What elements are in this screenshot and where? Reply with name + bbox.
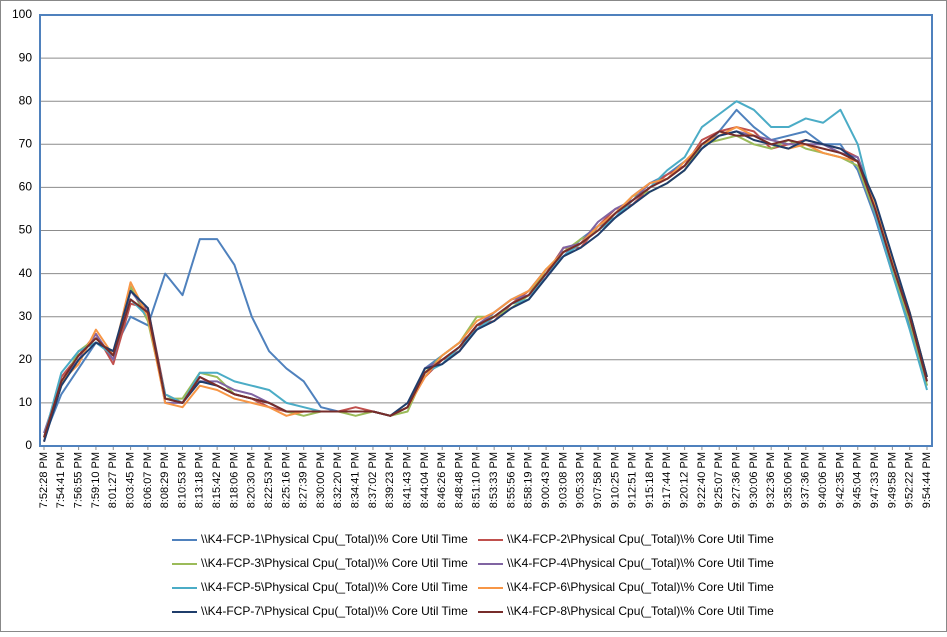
x-tick-label: 9:20:12 PM	[679, 452, 691, 508]
y-tick-label: 30	[19, 309, 33, 323]
y-tick-label: 100	[12, 7, 32, 21]
x-tick-label: 9:07:58 PM	[592, 452, 604, 508]
x-tick-label: 8:51:10 PM	[471, 452, 483, 508]
x-tick-label: 9:32:36 PM	[765, 452, 777, 508]
x-tick-label: 8:41:43 PM	[401, 452, 413, 508]
series-line	[43, 130, 928, 442]
legend-label: \\K4-FCP-1\Physical Cpu(_Total)\% Core U…	[201, 532, 468, 546]
y-tick-label: 40	[19, 266, 33, 280]
x-tick-label: 8:13:18 PM	[194, 452, 206, 508]
y-tick-label: 10	[19, 395, 33, 409]
x-tick-label: 9:27:36 PM	[730, 452, 742, 508]
legend-label: \\K4-FCP-6\Physical Cpu(_Total)\% Core U…	[507, 580, 774, 594]
x-tick-label: 9:54:44 PM	[921, 452, 933, 508]
x-tick-label: 8:06:07 PM	[142, 452, 154, 508]
x-tick-label: 8:53:33 PM	[488, 452, 500, 508]
x-tick-label: 9:40:06 PM	[817, 452, 829, 508]
x-tick-label: 9:42:35 PM	[834, 452, 846, 508]
x-tick-label: 8:27:39 PM	[298, 452, 310, 508]
x-tick-label: 8:25:16 PM	[280, 452, 292, 508]
x-tick-label: 9:12:51 PM	[627, 452, 639, 508]
y-tick-label: 70	[19, 136, 33, 150]
x-tick-label: 8:48:48 PM	[453, 452, 465, 508]
y-tick-label: 80	[19, 93, 33, 107]
x-tick-label: 9:47:33 PM	[869, 452, 881, 508]
legend-label: \\K4-FCP-3\Physical Cpu(_Total)\% Core U…	[201, 556, 468, 570]
x-tick-label: 7:59:10 PM	[90, 452, 102, 508]
series-line	[43, 130, 928, 438]
x-tick-label: 7:54:41 PM	[55, 452, 67, 508]
x-tick-label: 8:10:53 PM	[176, 452, 188, 508]
x-tick-label: 8:34:41 PM	[350, 452, 362, 508]
x-tick-label: 8:46:26 PM	[436, 452, 448, 508]
x-tick-label: 8:39:23 PM	[384, 452, 396, 508]
x-tick-label: 9:10:25 PM	[609, 452, 621, 508]
x-tick-label: 8:18:06 PM	[228, 452, 240, 508]
x-tick-label: 9:35:06 PM	[782, 452, 794, 508]
x-tick-label: 9:22:40 PM	[696, 452, 708, 508]
x-tick-label: 9:05:33 PM	[575, 452, 587, 508]
x-tick-label: 9:37:36 PM	[800, 452, 812, 508]
x-tick-label: 9:17:44 PM	[661, 452, 673, 508]
series-line	[43, 100, 928, 438]
x-tick-label: 9:30:06 PM	[748, 452, 760, 508]
y-tick-label: 50	[19, 223, 33, 237]
x-tick-label: 9:52:22 PM	[904, 452, 916, 508]
plot-frame	[39, 14, 933, 447]
x-tick-label: 8:44:04 PM	[419, 452, 431, 508]
x-tick-label: 8:30:00 PM	[315, 452, 327, 508]
x-tick-label: 8:22:53 PM	[263, 452, 275, 508]
x-tick-label: 8:08:29 PM	[159, 452, 171, 508]
y-tick-label: 20	[19, 352, 33, 366]
x-tick-label: 8:01:27 PM	[107, 452, 119, 508]
x-tick-label: 9:49:58 PM	[886, 452, 898, 508]
legend-label: \\K4-FCP-2\Physical Cpu(_Total)\% Core U…	[507, 532, 774, 546]
legend-label: \\K4-FCP-8\Physical Cpu(_Total)\% Core U…	[507, 604, 774, 618]
x-tick-label: 7:56:55 PM	[73, 452, 85, 508]
y-tick-label: 90	[19, 50, 33, 64]
x-tick-label: 9:15:18 PM	[644, 452, 656, 508]
x-tick-label: 9:45:04 PM	[852, 452, 864, 508]
x-tick-label: 8:55:56 PM	[505, 452, 517, 508]
x-tick-label: 8:20:30 PM	[246, 452, 258, 508]
x-tick-label: 9:25:07 PM	[713, 452, 725, 508]
x-tick-label: 7:52:28 PM	[38, 452, 50, 508]
y-tick-label: 0	[25, 438, 32, 452]
x-tick-label: 9:03:08 PM	[557, 452, 569, 508]
x-tick-label: 9:00:43 PM	[540, 452, 552, 508]
legend-label: \\K4-FCP-4\Physical Cpu(_Total)\% Core U…	[507, 556, 774, 570]
x-tick-label: 8:37:02 PM	[367, 452, 379, 508]
legend-label: \\K4-FCP-5\Physical Cpu(_Total)\% Core U…	[201, 580, 468, 594]
x-tick-label: 8:15:42 PM	[211, 452, 223, 508]
x-tick-label: 8:03:45 PM	[124, 452, 136, 508]
x-tick-label: 8:32:20 PM	[332, 452, 344, 508]
x-tick-label: 8:58:19 PM	[523, 452, 535, 508]
y-tick-label: 60	[19, 180, 33, 194]
legend-label: \\K4-FCP-7\Physical Cpu(_Total)\% Core U…	[201, 604, 468, 618]
